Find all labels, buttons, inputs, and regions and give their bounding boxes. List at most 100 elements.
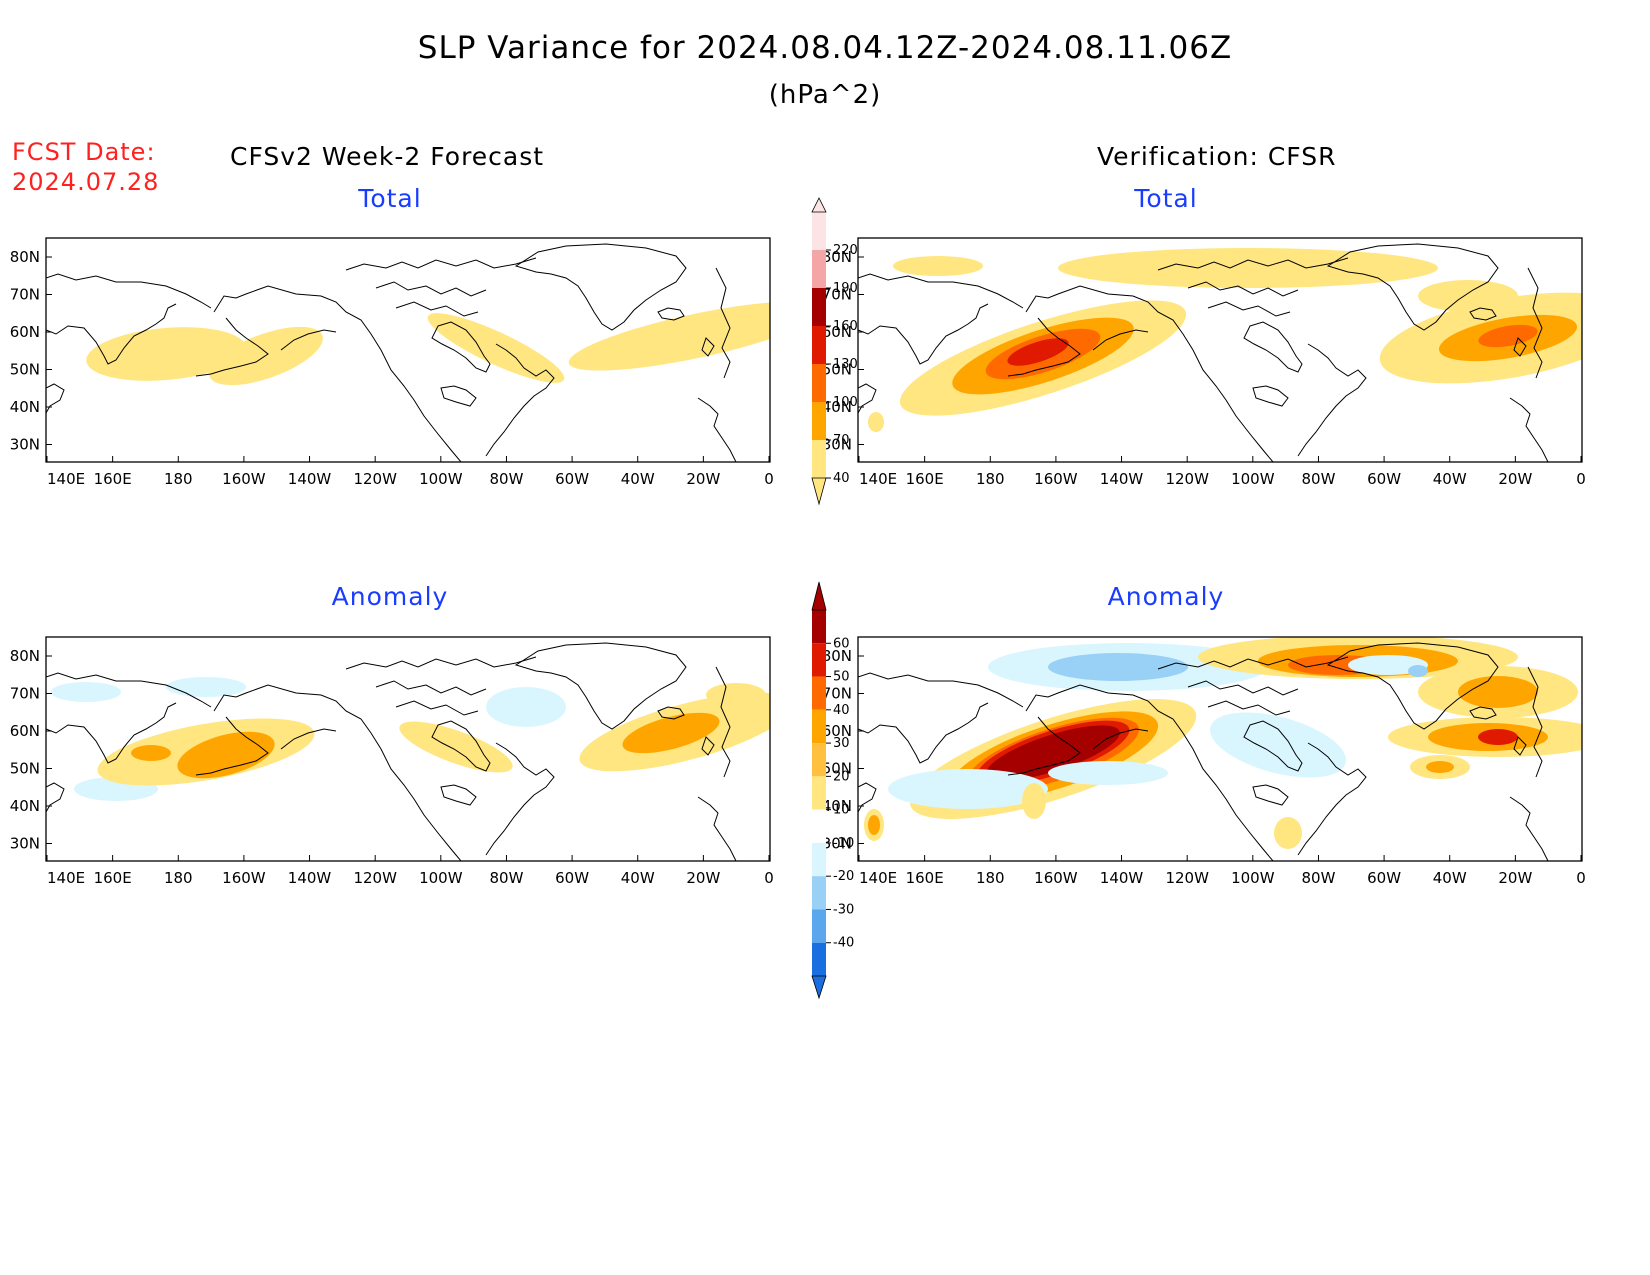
shading-contour: [706, 683, 766, 707]
lon-tick-label: 100W: [1231, 869, 1275, 887]
colorbar-bottom-extension: [811, 975, 827, 1000]
lat-tick-label: 50N: [10, 361, 40, 379]
lat-tick-label: 60N: [10, 323, 40, 341]
shading-contour: [427, 313, 565, 383]
lon-tick-label: 120W: [1165, 470, 1209, 488]
lat-tick-label: 60N: [10, 722, 40, 740]
colorbar-level-label: 30: [833, 736, 850, 751]
panel-title-verification-total: Total: [1134, 184, 1198, 213]
units-label: (hPa^2): [768, 80, 882, 110]
lon-tick-label: 120W: [1165, 869, 1209, 887]
lat-tick-label: 80N: [822, 647, 852, 665]
fcst-date-label: FCST Date:: [12, 138, 156, 166]
shading-contour: [209, 326, 323, 386]
shading-contour: [1478, 324, 1538, 348]
colorbar-level-label: -20: [833, 869, 854, 884]
lon-tick-label: 160E: [94, 470, 132, 488]
shading-contour: [177, 731, 275, 779]
shading-contour: [868, 412, 884, 432]
shading-contour: [986, 725, 1120, 781]
shading-contour: [1209, 712, 1347, 778]
shading-contour: [86, 327, 246, 381]
colorbar-swatch: [812, 876, 826, 910]
lon-tick-label: 20W: [1498, 869, 1532, 887]
forecast-anomaly-map: 140E 160E 180 160W 140W 120W 100W 80W 60W 40W 20W 0…: [10, 636, 774, 887]
lon-tick-label: 100W: [419, 869, 463, 887]
lon-tick-label: 180: [164, 869, 193, 887]
colorbar-swatch: [812, 643, 826, 677]
panel-title-verification-anomaly: Anomaly: [1107, 582, 1225, 611]
colorbar-level-label: 50: [833, 670, 850, 685]
lon-tick-label: 40W: [1433, 869, 1467, 887]
colorbar-swatch: [812, 440, 826, 478]
shading-contour: [1274, 817, 1302, 849]
lat-tick-label: 30N: [10, 835, 40, 853]
colorbar-level-label: 60: [833, 636, 850, 651]
lon-tick-label: 0: [764, 869, 774, 887]
lon-tick-label: 60W: [1367, 470, 1401, 488]
lat-tick-label: 70N: [822, 685, 852, 703]
total-colorbar: 220 190 160 130 100 70 40: [811, 197, 858, 506]
lon-tick-label: 60W: [555, 470, 589, 488]
lon-tick-label: 140W: [288, 470, 332, 488]
colorbar-level-label: 220: [833, 243, 858, 258]
lat-tick-label: 80N: [10, 248, 40, 266]
lat-tick-label: 50N: [822, 760, 852, 778]
shading-contour: [1007, 338, 1069, 366]
colorbar-swatch: [812, 776, 826, 810]
colorbar-swatch: [812, 212, 826, 250]
colorbar-swatch: [812, 942, 826, 976]
lon-tick-label: 180: [976, 869, 1005, 887]
verification-column-heading: Verification: CFSR: [1097, 142, 1337, 171]
lat-tick-label: 70N: [822, 286, 852, 304]
lon-tick-label: 140E: [47, 869, 85, 887]
colorbar-level-label: 10: [833, 803, 850, 818]
lon-tick-label: 60W: [555, 869, 589, 887]
lat-tick-label: 30N: [10, 436, 40, 454]
lon-tick-label: 160E: [906, 869, 944, 887]
verification-anomaly-map: 140E 160E 180 160W 140W 120W 100W 80W 60W 40W 20W 0…: [822, 636, 1586, 887]
shading-contour: [1048, 653, 1188, 681]
lon-tick-label: 40W: [621, 869, 655, 887]
lon-tick-label: 100W: [1231, 470, 1275, 488]
colorbar-level-label: -40: [833, 936, 854, 951]
map-frame: [857, 636, 1583, 862]
colorbar-level-label: 160: [833, 319, 858, 334]
anomaly-colorbar: 60 50 40 30 20 10 -10 -20 -30 -40: [811, 581, 854, 1000]
lon-tick-label: 140E: [47, 470, 85, 488]
panel-title-forecast-anomaly: Anomaly: [331, 582, 449, 611]
shading-contour: [131, 745, 171, 761]
shading-contour: [1408, 665, 1428, 677]
lon-tick-label: 160E: [906, 470, 944, 488]
lat-tick-label: 80N: [822, 248, 852, 266]
lon-tick-label: 20W: [686, 869, 720, 887]
colorbar-swatch: [812, 364, 826, 402]
lon-tick-label: 180: [976, 470, 1005, 488]
colorbar-level-label: 100: [833, 395, 858, 410]
lon-tick-label: 160E: [94, 869, 132, 887]
shading-contour: [1478, 729, 1518, 745]
lat-tick-label: 70N: [10, 685, 40, 703]
shading-contour: [1058, 248, 1438, 288]
panel-title-forecast-total: Total: [358, 184, 422, 213]
shading-contour: [1048, 761, 1168, 785]
colorbar-level-label: 40: [833, 471, 850, 486]
lon-tick-label: 120W: [353, 869, 397, 887]
lon-tick-label: 140W: [1100, 869, 1144, 887]
lon-tick-label: 0: [1576, 869, 1586, 887]
colorbar-swatch: [812, 709, 826, 744]
lon-tick-label: 160W: [222, 869, 266, 887]
colorbar-level-label: -10: [833, 836, 854, 851]
fcst-date-value: 2024.07.28: [12, 168, 160, 196]
lat-tick-label: 70N: [10, 286, 40, 304]
lon-tick-label: 140W: [288, 869, 332, 887]
lat-tick-label: 60N: [822, 722, 852, 740]
lon-tick-label: 20W: [686, 470, 720, 488]
lon-tick-label: 80W: [489, 869, 523, 887]
lon-tick-label: 120W: [353, 470, 397, 488]
lon-tick-label: 80W: [1301, 869, 1335, 887]
colorbar-swatch: [812, 743, 826, 777]
lon-tick-label: 0: [1576, 470, 1586, 488]
colorbar-swatch: [812, 326, 826, 364]
